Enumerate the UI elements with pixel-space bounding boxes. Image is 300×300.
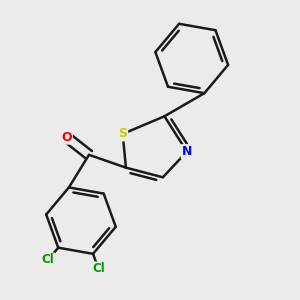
Text: N: N	[182, 145, 192, 158]
Text: Cl: Cl	[92, 262, 105, 275]
Text: O: O	[61, 131, 72, 144]
Text: S: S	[118, 128, 127, 140]
Text: Cl: Cl	[42, 254, 54, 266]
